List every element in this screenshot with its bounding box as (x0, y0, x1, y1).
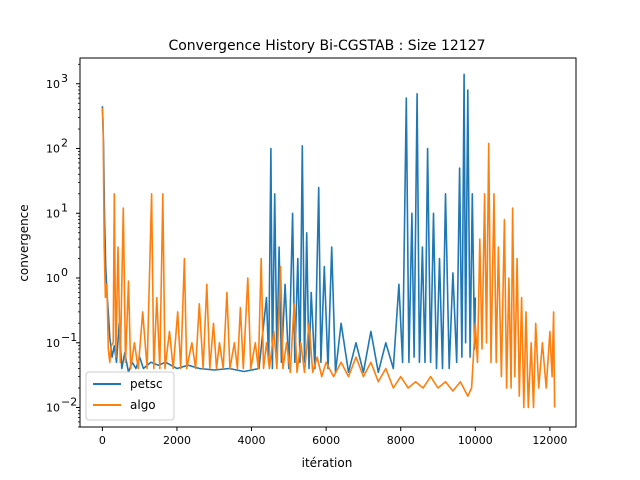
y-tick-label: 10 (46, 402, 60, 415)
series-line-algo (101, 108, 556, 409)
legend-label-algo: algo (130, 398, 156, 412)
chart-title: Convergence History Bi-CGSTAB : Size 121… (168, 38, 485, 54)
y-tick-label: 10 (46, 143, 60, 156)
y-tick-label: 10 (46, 207, 60, 220)
x-tick-label: 10000 (458, 434, 493, 447)
x-tick-label: 12000 (532, 434, 567, 447)
x-tick-label: 2000 (163, 434, 191, 447)
legend-label-petsc: petsc (130, 377, 163, 391)
y-tick-exponent: 3 (61, 72, 68, 85)
x-axis-ticks: 0 2000 4000 6000 8000 10000 12000 (99, 427, 567, 447)
y-tick-exponent: −2 (61, 396, 77, 409)
y-tick-label: 10 (46, 272, 60, 285)
y-axis-label: convergence (17, 204, 31, 281)
x-tick-label: 8000 (387, 434, 415, 447)
x-axis-label: itération (302, 456, 353, 470)
plot-frame (79, 57, 577, 428)
legend: petsc algo (85, 371, 175, 421)
x-tick-label: 6000 (312, 434, 340, 447)
y-tick-exponent: 1 (61, 201, 68, 214)
y-tick-label: 10 (46, 337, 60, 350)
series-layer (101, 73, 556, 409)
x-tick-label: 4000 (238, 434, 266, 447)
y-tick-exponent: −1 (61, 331, 77, 344)
y-tick-exponent: 0 (61, 266, 68, 279)
y-tick-exponent: 2 (61, 137, 68, 150)
series-line-petsc (101, 73, 477, 374)
x-tick-label: 0 (99, 434, 106, 447)
y-tick-label: 10 (46, 78, 60, 91)
